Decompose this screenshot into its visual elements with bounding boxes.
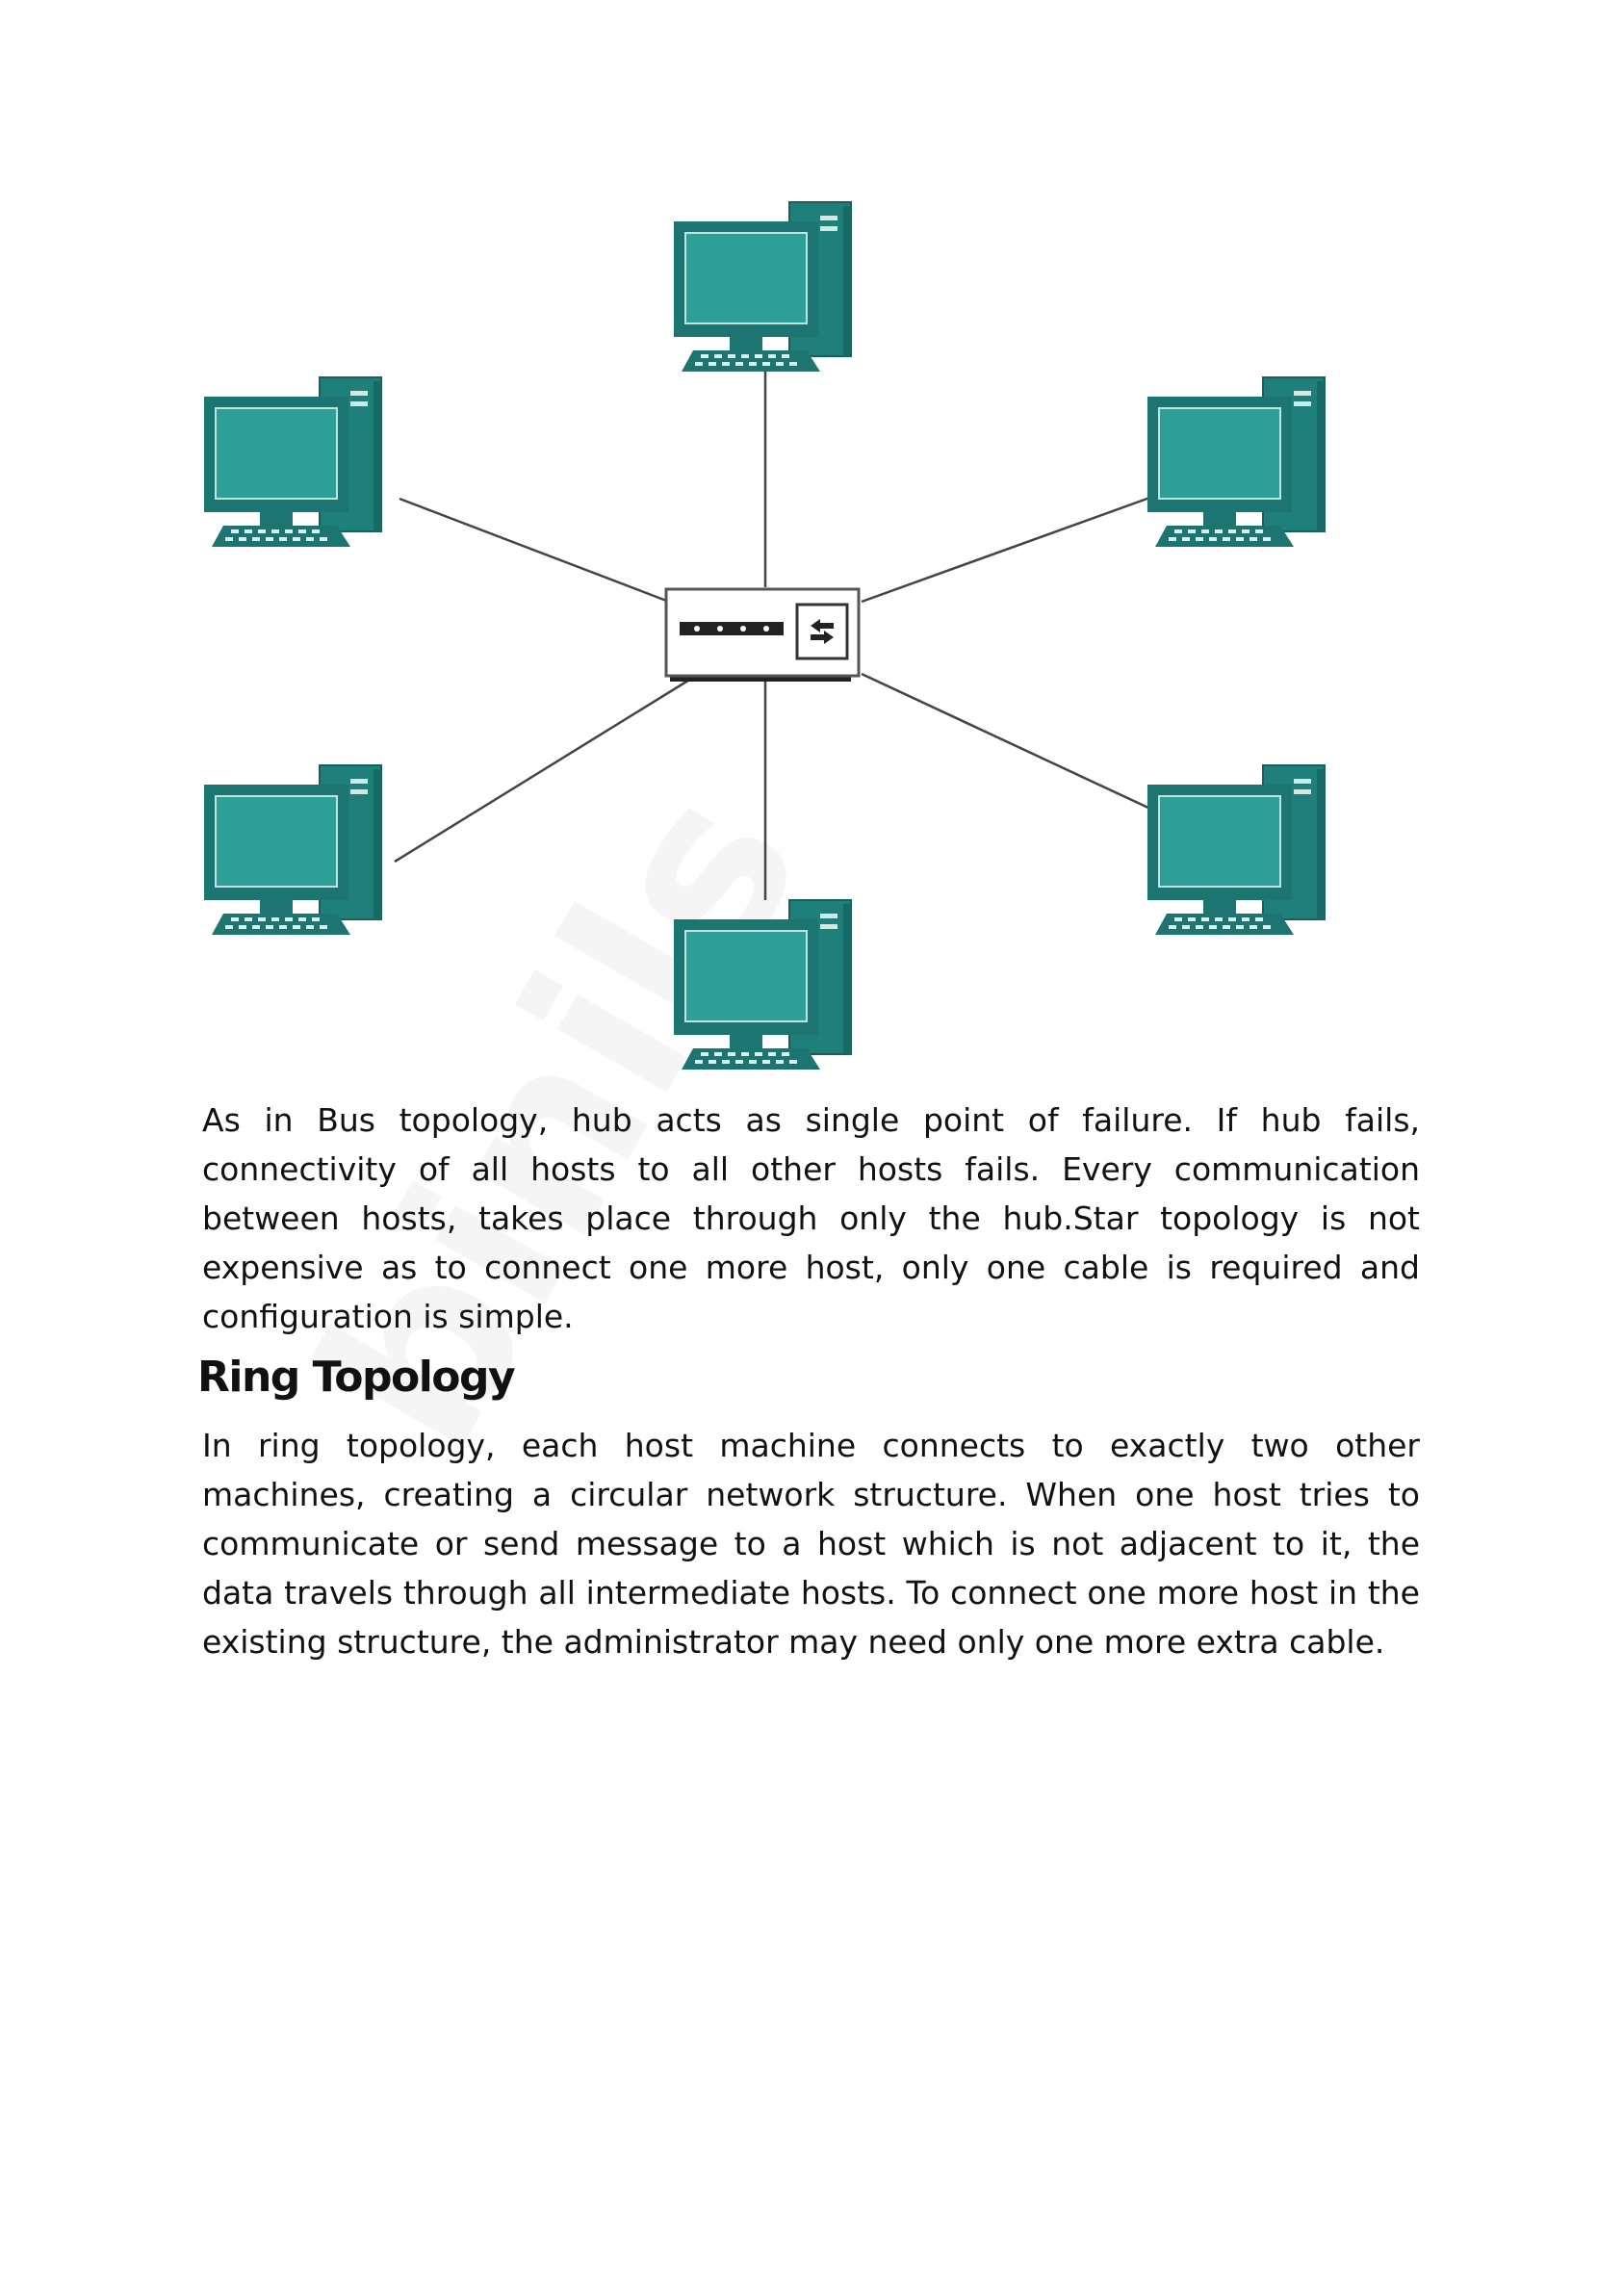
desktop-computer-icon <box>673 899 852 1071</box>
desktop-computer-icon <box>673 201 852 373</box>
link-upper-right <box>861 494 1156 604</box>
link-lower-left <box>394 677 692 864</box>
section-heading: Ring Topology <box>197 1353 516 1402</box>
desktop-computer-icon <box>1146 764 1326 936</box>
network-links <box>394 371 1156 900</box>
desktop-computer-icon <box>203 764 382 936</box>
link-lower-right <box>861 672 1151 811</box>
ring-topology-paragraph: In ring topology, each host machine conn… <box>202 1427 1420 1661</box>
star-topology-paragraph: As in Bus topology, hub acts as single p… <box>202 1101 1420 1335</box>
star-topology-diagram <box>203 201 1326 1071</box>
link-upper-left <box>399 497 670 604</box>
network-hub-icon <box>664 587 861 682</box>
desktop-computer-icon <box>1146 376 1326 548</box>
desktop-computer-icon <box>203 376 382 548</box>
